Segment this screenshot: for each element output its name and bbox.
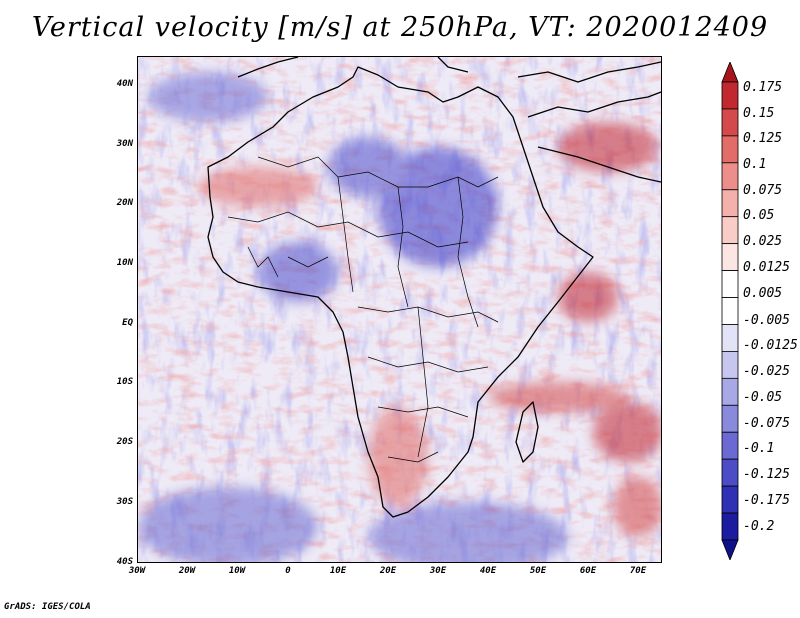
colorbar-swatch xyxy=(721,243,739,271)
x-tick-label: 10E xyxy=(329,566,347,576)
y-tick-label: 10S xyxy=(116,377,133,387)
map-area xyxy=(137,56,662,563)
colorbar-swatch xyxy=(721,539,739,560)
colorbar-label: -0.0125 xyxy=(743,338,798,353)
colorbar-label: -0.2 xyxy=(743,519,775,534)
colorbar-label: 0.175 xyxy=(743,80,783,95)
y-tick-label: 10N xyxy=(116,258,133,268)
x-tick-label: 10W xyxy=(228,566,246,576)
colorbar-label: -0.025 xyxy=(743,364,790,379)
y-tick-label: 40S xyxy=(116,557,133,567)
colorbar-swatch xyxy=(721,485,739,514)
colorbar-label: 0.005 xyxy=(743,286,783,301)
colorbar-swatch xyxy=(721,62,739,83)
colorbar-label: -0.1 xyxy=(743,441,775,456)
y-tick-label: 20S xyxy=(116,437,133,447)
colorbar-label: -0.125 xyxy=(743,467,790,482)
colorbar-swatch xyxy=(721,512,739,541)
x-tick-label: 0 xyxy=(285,566,291,576)
colorbar-label: 0.15 xyxy=(743,106,775,121)
chart-title: Vertical velocity [m/s] at 250hPa, VT: 2… xyxy=(31,12,769,43)
colorbar-label: -0.075 xyxy=(743,416,790,431)
colorbar xyxy=(721,62,739,560)
y-tick-label: EQ xyxy=(122,318,133,328)
y-tick-label: 30N xyxy=(116,139,133,149)
x-tick-label: 20E xyxy=(379,566,397,576)
x-tick-label: 60E xyxy=(579,566,597,576)
colorbar-swatch xyxy=(721,297,739,325)
colorbar-label: 0.025 xyxy=(743,234,783,249)
x-tick-label: 30E xyxy=(429,566,447,576)
colorbar-swatch xyxy=(721,324,739,352)
map-field xyxy=(138,57,661,562)
colorbar-swatch xyxy=(721,108,739,137)
colorbar-swatch xyxy=(721,135,739,164)
y-tick-label: 40N xyxy=(116,79,133,89)
colorbar-label: 0.1 xyxy=(743,157,767,172)
colorbar-swatch xyxy=(721,216,739,245)
colorbar-swatch xyxy=(721,404,739,433)
colorbar-label: -0.005 xyxy=(743,313,790,328)
credit-label: GrADS: IGES/COLA xyxy=(4,602,91,612)
colorbar-swatch xyxy=(721,162,739,191)
colorbar-label: 0.075 xyxy=(743,183,783,198)
colorbar-label: -0.05 xyxy=(743,390,783,405)
colorbar-label: 0.0125 xyxy=(743,260,790,275)
colorbar-swatch xyxy=(721,351,739,379)
colorbar-swatch xyxy=(721,431,739,460)
x-tick-label: 30W xyxy=(128,566,146,576)
colorbar-label: 0.125 xyxy=(743,131,783,146)
colorbar-swatch xyxy=(721,189,739,218)
y-tick-label: 20N xyxy=(116,198,133,208)
colorbar-swatch xyxy=(721,458,739,487)
colorbar-swatch xyxy=(721,81,739,110)
x-tick-label: 20W xyxy=(178,566,196,576)
x-tick-label: 50E xyxy=(529,566,547,576)
y-tick-label: 30S xyxy=(116,497,133,507)
colorbar-swatch xyxy=(721,270,739,298)
colorbar-label: -0.175 xyxy=(743,493,790,508)
x-tick-label: 40E xyxy=(479,566,497,576)
colorbar-label: 0.05 xyxy=(743,208,775,223)
x-tick-label: 70E xyxy=(629,566,647,576)
colorbar-swatch xyxy=(721,377,739,406)
